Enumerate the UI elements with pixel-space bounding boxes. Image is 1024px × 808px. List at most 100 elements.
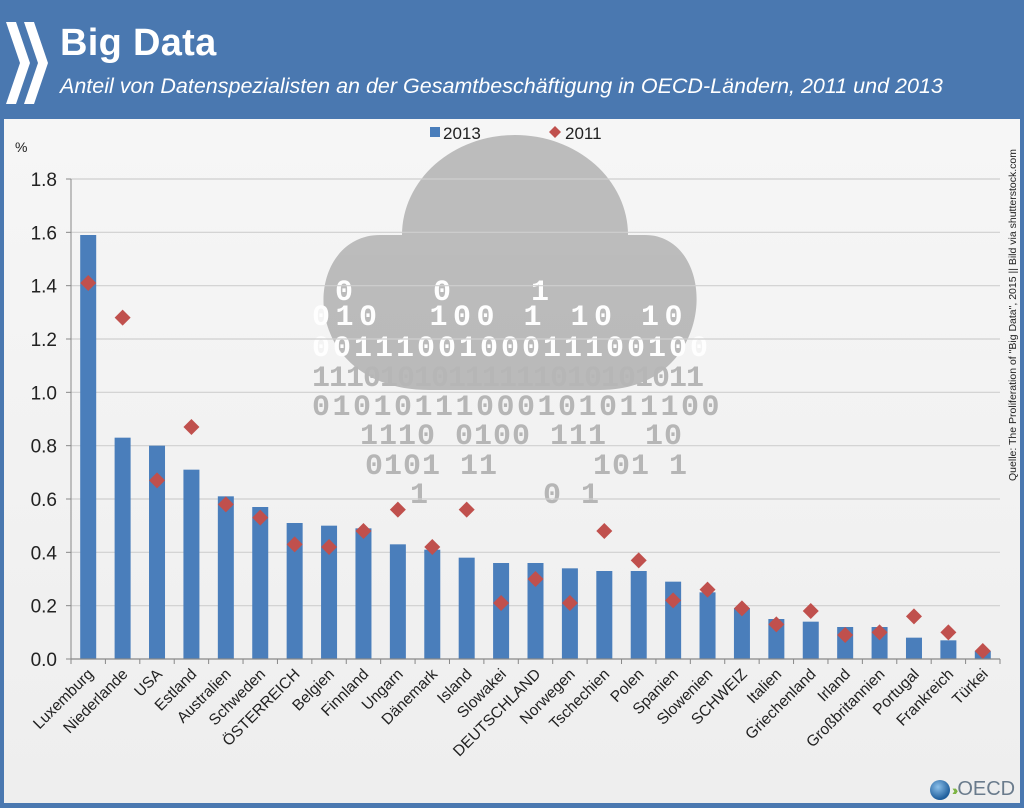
marker-2011 [768,616,785,633]
marker-2011 [355,523,372,539]
y-tick-label: 0.0 [31,650,57,671]
cloud-digit: 1 [588,420,606,454]
marker-2011 [665,592,682,609]
bar-2013 [424,549,441,659]
cloud-digit: 1 [415,391,433,425]
bar-2013 [217,496,234,659]
marker-2011 [389,501,406,518]
cloud-digit: 0 [433,276,451,310]
bar-2013 [699,592,716,659]
cloud-digit: 0 [480,332,498,366]
y-tick-label: 0.4 [31,543,58,564]
source-note: Quelle: The Proliferation of "Big Data",… [1004,120,1022,510]
x-tick-label: Türkei [949,666,991,708]
cloud-digit: 0 [335,276,353,310]
legend-swatch-2011 [549,126,561,138]
cloud-digit: 0 [365,450,383,484]
cloud-digit: 0 [558,391,576,425]
cloud-digit: 1 [533,362,551,396]
cloud-digit: 1 [585,332,603,366]
cloud-digit: 0 [594,301,612,335]
cloud-digit: 1 [601,362,619,396]
bar-2013 [252,507,269,659]
bar-2013 [80,235,97,659]
marker-2011 [493,595,510,611]
y-tick-label: 1.4 [31,277,58,298]
marker-2011 [871,624,888,641]
marker-2011 [114,309,131,326]
bar-2013 [149,445,166,659]
cloud-digit: 0 [501,332,519,366]
marker-2011 [252,509,269,526]
cloud-digit: 1 [581,479,599,513]
cloud-digit: 0 [664,420,682,454]
bar-2013 [458,557,475,659]
cloud-digit: 1 [538,391,556,425]
cloud-digit: 1 [374,391,392,425]
cloud-digit: 1 [499,362,517,396]
y-tick-label: 1.0 [31,383,57,404]
cloud-digit: 1 [635,362,653,396]
cloud-digit: 1 [379,420,397,454]
bar-2013 [733,608,750,659]
marker-2011 [802,603,819,619]
cloud-digit: 1 [329,362,347,396]
cloud-digit: 0 [606,332,624,366]
cloud-digit: 1 [543,332,561,366]
cloud-digit: 1 [422,450,440,484]
gridlines [71,178,1000,607]
cloud-digit: 0 [702,391,720,425]
legend-swatch-2013 [430,127,440,137]
cloud-digit: 1 [531,276,549,310]
cloud-digit: 1 [360,420,378,454]
cloud-digit: 0 [353,391,371,425]
bar-2013 [905,637,922,659]
cloud-digit: 0 [403,450,421,484]
cloud-digit: 1 [516,362,534,396]
marker-2011 [424,539,441,555]
cloud-digit: 0 [681,391,699,425]
cloud-digit: 0 [612,450,630,484]
cloud-digit: 0 [627,332,645,366]
cloud-digit: 1 [375,332,393,366]
legend-label-2011: 2011 [565,124,602,143]
marker-2011 [630,552,647,569]
marker-2011 [837,627,854,643]
cloud-digit: 0 [599,391,617,425]
bar-2013 [802,621,819,659]
cloud-digit: 0 [431,362,449,396]
cloud-digit: 1 [669,450,687,484]
cloud-digit: 0 [476,391,494,425]
bar-2013 [114,437,131,659]
cloud-digit: 0 [550,362,568,396]
cloud-digit: 1 [384,450,402,484]
cloud-digit: 0 [453,301,471,335]
marker-2011 [286,536,303,553]
cloud-digit: 1 [593,450,611,484]
marker-2011 [905,608,922,625]
cloud-digit: 1 [448,362,466,396]
cloud-digit: 0 [690,332,708,366]
y-tick-label: 0.2 [31,597,57,618]
cloud-digit: 0 [665,301,683,335]
source-text: Quelle: The Proliferation of "Big Data",… [1007,149,1019,481]
cloud-digit: 0 [312,391,330,425]
cloud-digit: 1 [686,362,704,396]
marker-2011 [596,523,613,539]
cloud-digit: 0 [363,362,381,396]
cloud-digit: 1 [465,362,483,396]
marker-2011 [149,472,166,489]
cloud-illustration: 0 0 10 1 0 1 0 0 1 1 0 1 00 0 1 1 1 0 0 1 0 0 0 1 1 1 0 0 1 0 01110101… [312,135,720,513]
cloud-digit: 0 [669,332,687,366]
cloud-digit: 0 [584,362,602,396]
cloud-digit: 0 [359,301,377,335]
cloud-digit: 0 [312,332,330,366]
cloud-digit: 1 [414,362,432,396]
cloud-digit: 0 [397,362,415,396]
y-axis: 0.0 0.2 0.4 0.6 0.8 1.0 1.2 1.4 1.6 1.8 [31,170,72,671]
cloud-digit: 1 [460,450,478,484]
oecd-chevron-icon: ›› [952,781,959,798]
cloud-digit: 1 [456,391,474,425]
